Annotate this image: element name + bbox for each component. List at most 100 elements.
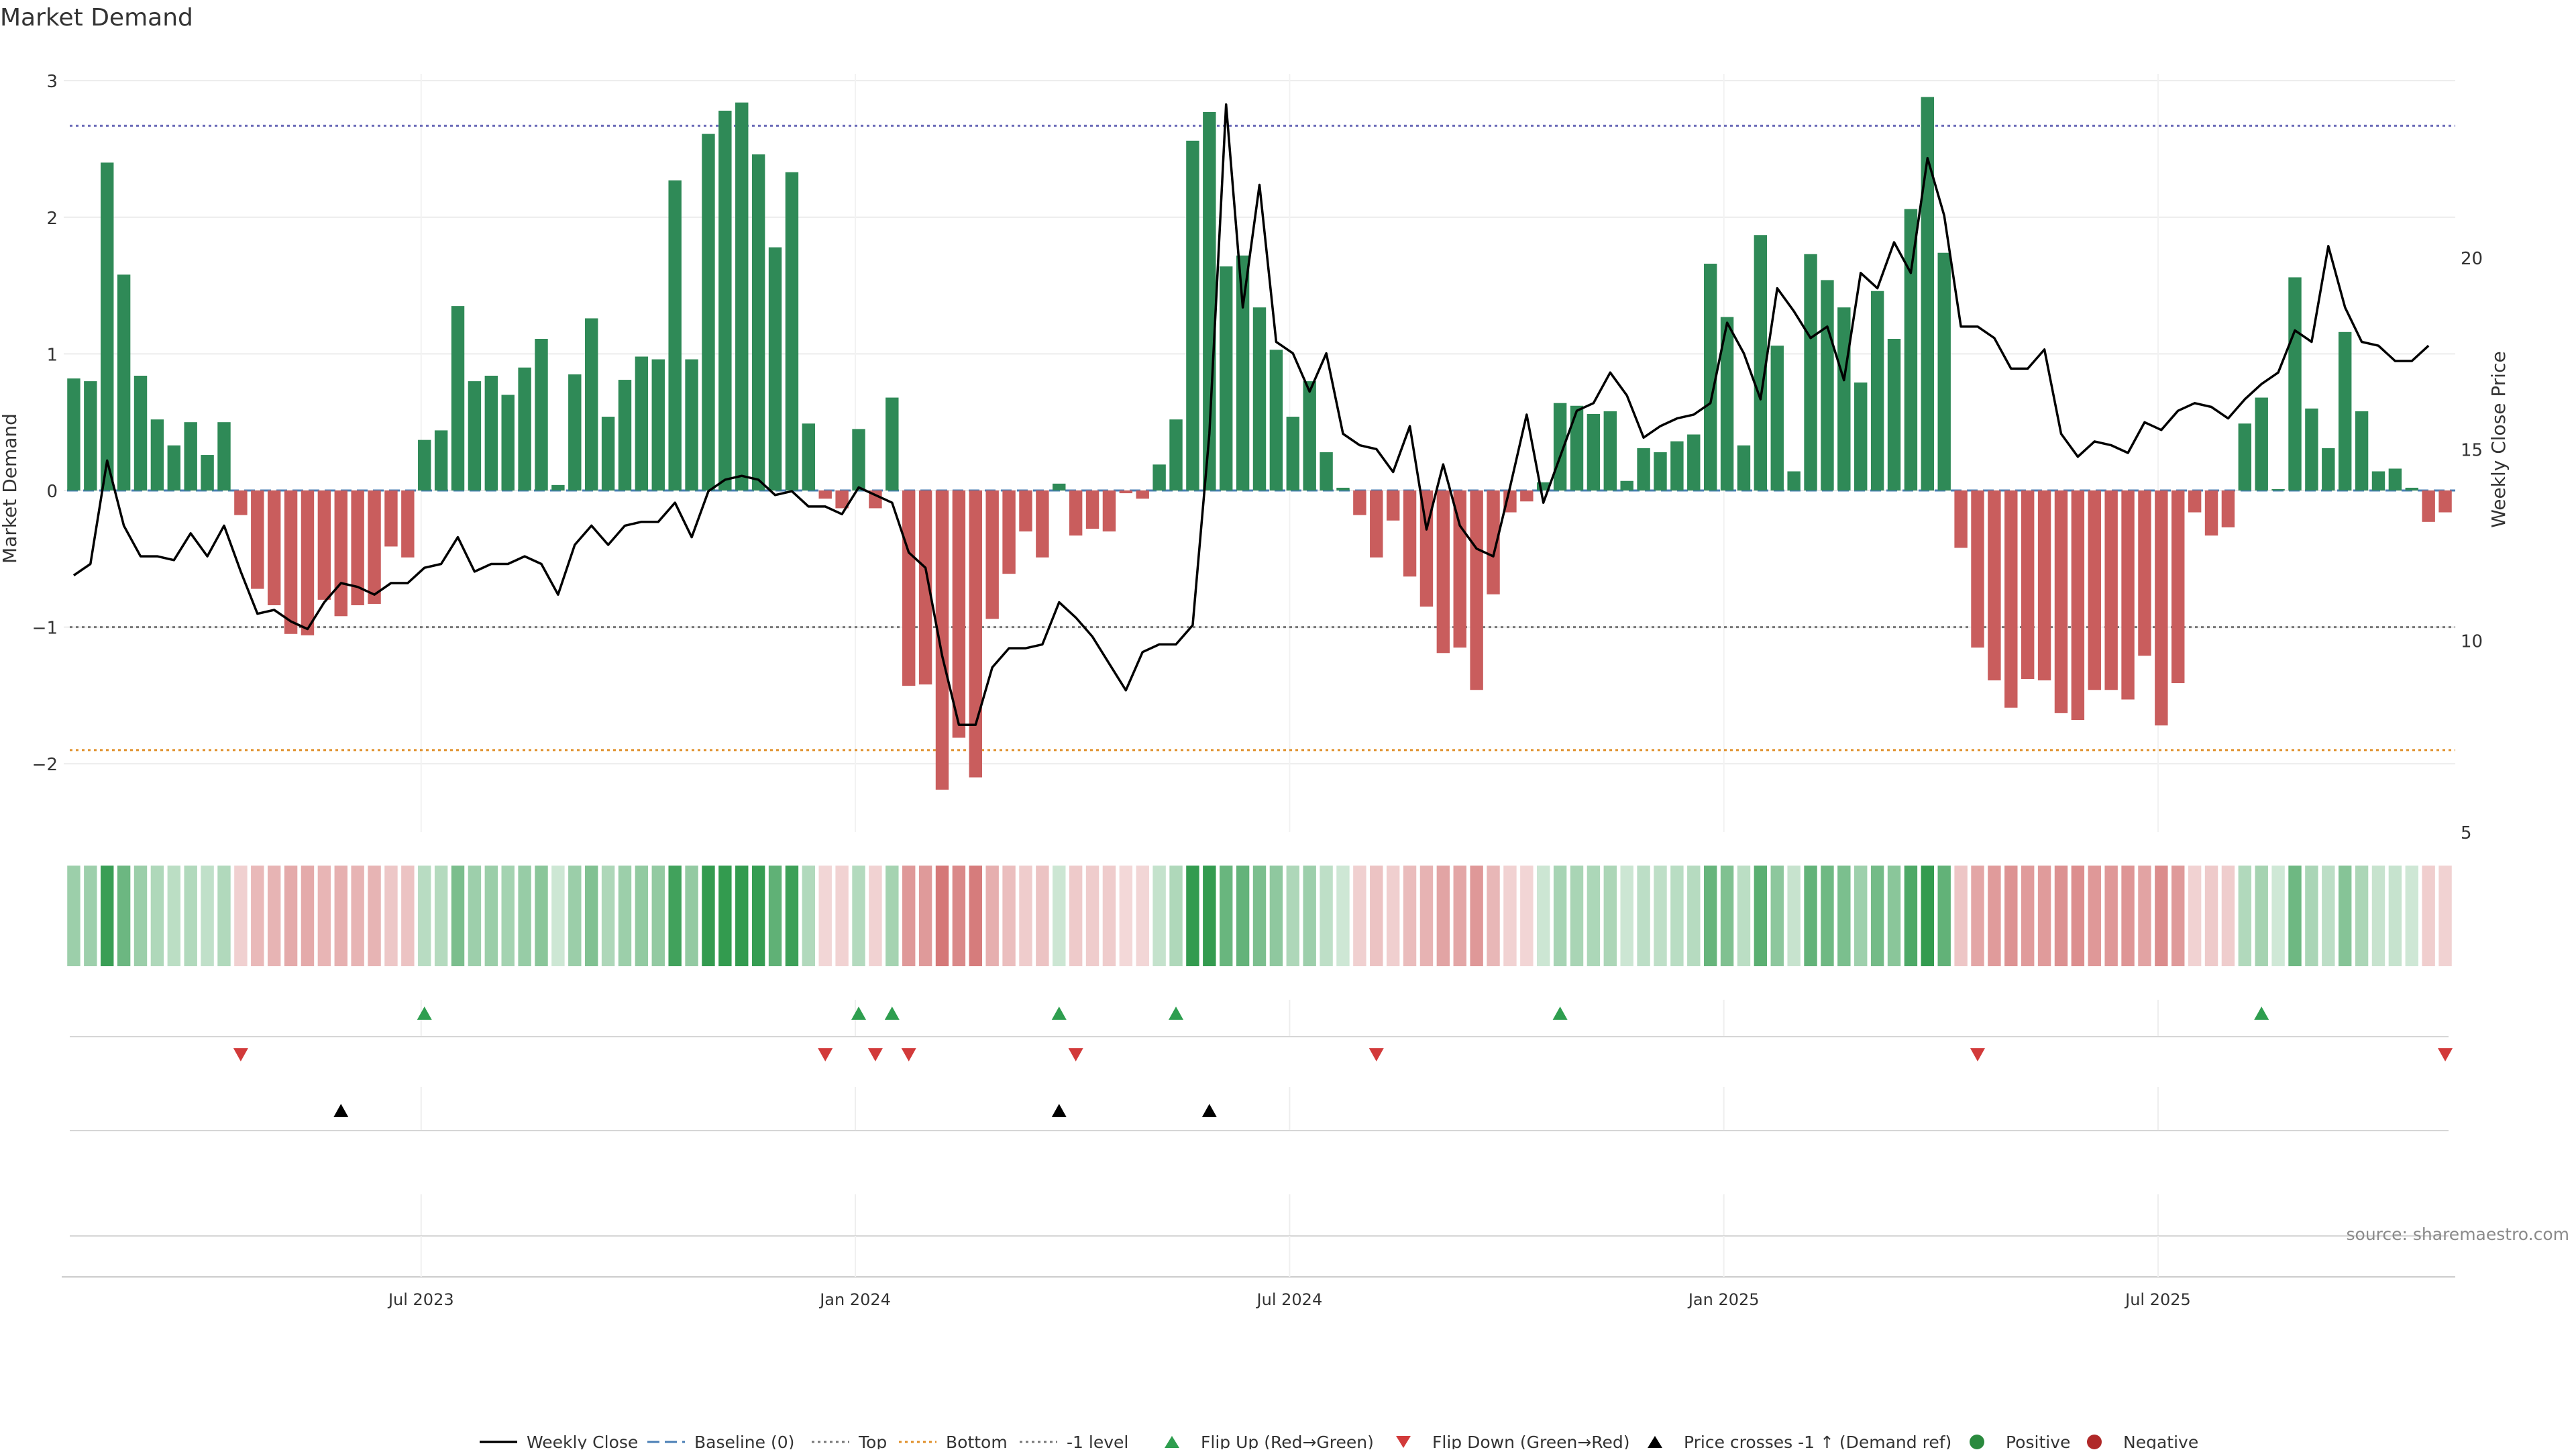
demand-bar — [952, 490, 966, 738]
demand-bar — [584, 318, 598, 490]
demand-bar — [1136, 490, 1149, 499]
heat-cell — [1186, 866, 1199, 966]
legend-label: Flip Down (Green→Red) — [1432, 1433, 1630, 1449]
heat-cell — [2204, 866, 2218, 966]
chart-title: Market Demand — [0, 4, 193, 32]
heat-cell — [1370, 866, 1383, 966]
heat-cell — [1854, 866, 1868, 966]
demand-bar — [1152, 464, 1166, 490]
legend: Weekly Close Baseline (0) Top Bottom -1 leve… — [480, 1433, 2198, 1452]
demand-bar — [1703, 264, 1717, 490]
heat-cell — [1152, 866, 1166, 966]
y2-axis-label: Weekly Close Price — [2487, 351, 2510, 527]
demand-bar — [2138, 490, 2151, 656]
heat-cell — [702, 866, 715, 966]
heat-cell — [1336, 866, 1350, 966]
flip-up-marker — [1552, 1006, 1568, 1020]
demand-bar — [1887, 338, 1901, 490]
heat-cell — [2388, 866, 2402, 966]
demand-bar — [1386, 490, 1400, 521]
heat-cell — [351, 866, 364, 966]
demand-bar — [1937, 252, 1951, 490]
heat-cell — [1670, 866, 1684, 966]
heat-cell — [167, 866, 181, 966]
legend-item: Flip Up (Red→Green) — [1165, 1433, 1374, 1452]
heat-cell — [2255, 866, 2268, 966]
legend-item: Price crosses -1 ↑ (Demand ref) — [1648, 1433, 1951, 1452]
heat-cell — [2305, 866, 2318, 966]
heat-cell — [668, 866, 682, 966]
demand-bar — [518, 367, 531, 490]
demand-bar — [401, 490, 415, 558]
heat-cell — [1637, 866, 1650, 966]
heat-cell — [201, 866, 214, 966]
heat-cell — [2188, 866, 2202, 966]
demand-bar — [1570, 405, 1584, 490]
heat-cell — [1419, 866, 1434, 966]
demand-bar — [284, 490, 298, 634]
demand-bar — [1921, 97, 1935, 490]
heat-cell — [2221, 866, 2235, 966]
heat-cell — [1069, 866, 1083, 966]
heat-cell — [1770, 866, 1784, 966]
heat-cell — [267, 866, 281, 966]
heat-cell — [1386, 866, 1400, 966]
demand-bar — [251, 490, 264, 589]
demand-bar — [702, 134, 715, 490]
legend-item: -1 level — [1020, 1433, 1128, 1452]
demand-bar — [2155, 490, 2168, 726]
demand-bar — [2388, 468, 2402, 490]
demand-bar — [101, 162, 114, 490]
price-cross-marker — [1201, 1104, 1217, 1117]
demand-bar — [2371, 471, 2385, 490]
demand-bar — [885, 397, 899, 490]
demand-bar — [133, 375, 148, 490]
heat-cell — [651, 866, 665, 966]
x-axis: Jul 2023 Jan 2024 Jul 2024 Jan 2025 Jul 2025 — [62, 1236, 2455, 1309]
demand-bar — [150, 419, 164, 490]
heat-cell — [1603, 866, 1617, 966]
legend-label: Flip Up (Red→Green) — [1201, 1433, 1374, 1449]
heat-cell — [1002, 866, 1016, 966]
demand-bar — [267, 490, 281, 606]
heat-cell — [751, 866, 765, 966]
demand-bar — [2221, 490, 2235, 527]
demand-bar — [2171, 490, 2185, 684]
heat-cell — [401, 866, 415, 966]
heat-cell — [835, 866, 849, 966]
demand-bar — [234, 490, 248, 515]
demand-bar — [301, 490, 315, 635]
demand-bar — [368, 490, 381, 604]
heat-cell — [1654, 866, 1667, 966]
demand-bar — [2071, 490, 2085, 721]
flip-up-marker — [1169, 1006, 1184, 1020]
heat-cell — [1252, 866, 1267, 966]
y2-tick-label: 20 — [2461, 249, 2483, 269]
demand-bar — [384, 490, 398, 547]
heat-cell — [935, 866, 949, 966]
demand-bar — [869, 490, 882, 509]
heat-cell — [284, 866, 298, 966]
demand-bar — [1320, 452, 1333, 490]
heat-cell — [1470, 866, 1483, 966]
heat-cell — [1119, 866, 1133, 966]
demand-bar — [601, 417, 615, 490]
legend-label: Weekly Close — [527, 1433, 638, 1449]
heat-cell — [802, 866, 816, 966]
heat-cell — [718, 866, 732, 966]
heat-cell — [468, 866, 482, 966]
demand-bar — [1520, 490, 1534, 502]
y2-tick-label: 15 — [2461, 440, 2483, 460]
flip-up-marker — [851, 1006, 867, 1020]
flip-up-marker — [1051, 1006, 1067, 1020]
demand-bar — [1303, 381, 1316, 490]
legend-swatch — [1165, 1436, 1179, 1448]
demand-bar — [2355, 411, 2369, 490]
demand-bar — [1654, 452, 1667, 490]
legend-label: Baseline (0) — [694, 1433, 794, 1449]
heat-cell — [1837, 866, 1851, 966]
demand-bar — [1236, 255, 1250, 490]
heat-cell — [1570, 866, 1584, 966]
heat-cell — [1520, 866, 1534, 966]
heat-cell — [2071, 866, 2085, 966]
